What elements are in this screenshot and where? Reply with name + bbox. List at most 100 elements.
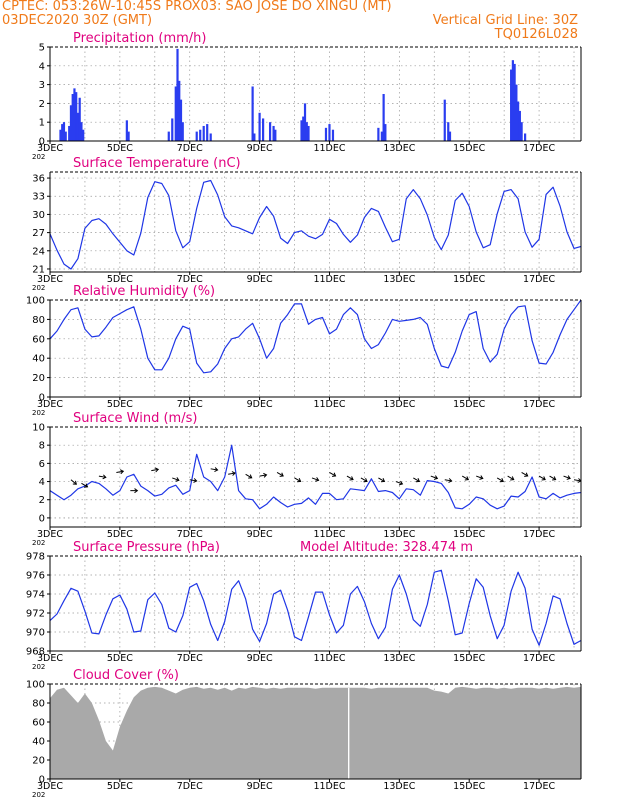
precip-bar-23 (199, 129, 202, 141)
wind-arrow-12 (276, 472, 284, 477)
precip-bar-26 (209, 133, 212, 141)
wind-arrow-head (499, 478, 504, 483)
precip-bar-19 (178, 80, 181, 141)
precip-bar-35 (302, 116, 305, 141)
wind-arrow-5 (151, 467, 160, 473)
precip-bar-45 (384, 124, 387, 141)
cloud-panel (47, 683, 582, 782)
wind-arrow-shaft (276, 472, 284, 477)
cloud-xtick-label: 17DEC (523, 781, 555, 792)
precip-bar-3 (64, 131, 67, 141)
wind-line (50, 444, 581, 510)
wind-arrow-head (433, 475, 439, 480)
wind-xtick-label: 5DEC (107, 529, 133, 540)
wind-arrow-20 (413, 477, 421, 483)
precip-bar-48 (448, 131, 452, 141)
precip-panel (47, 46, 585, 144)
cloud-ytick-label: 60 (32, 718, 45, 729)
rh-xtick-label: 15DEC (453, 399, 485, 410)
temp-year-stub: 202 (32, 284, 45, 292)
precip-bar-53 (517, 101, 520, 141)
precip-ytick-label: 5 (39, 43, 45, 54)
precip-bar-52 (515, 84, 518, 141)
wind-arrow-4 (130, 488, 139, 494)
precip-bar-18 (176, 48, 179, 141)
wind-arrow-head (175, 477, 180, 482)
precip-xtick-label: 9DEC (247, 143, 273, 154)
precip-xtick-label: 7DEC (177, 143, 203, 154)
wind-arrow-shaft (549, 475, 556, 481)
precip-bar-34 (300, 120, 303, 141)
wind-arrow-17 (360, 477, 368, 483)
header-model-code: TQ0126L028 (494, 27, 578, 42)
pres-xtick-label: 3DEC (37, 653, 63, 664)
precip-bar-32 (272, 125, 275, 141)
precip-ytick-label: 2 (39, 99, 45, 110)
wind-arrow-head (380, 478, 386, 483)
wind-arrow-29 (549, 475, 557, 481)
cloud-ytick-label: 0 (39, 775, 45, 786)
wind-arrow-head (566, 475, 571, 480)
wind-arrow-head (415, 478, 421, 483)
pres-year-stub: 202 (32, 663, 45, 671)
precip-bar-36 (303, 103, 307, 141)
wind-arrow-shaft (360, 477, 368, 482)
wind-arrow-head (263, 472, 268, 478)
wind-arrow-head (248, 474, 253, 479)
wind-arrow-head (541, 476, 546, 481)
wind-arrow-head (398, 480, 404, 486)
wind-arrow-head (349, 476, 354, 481)
rh-xtick-label: 9DEC (247, 399, 273, 410)
pres-xtick-label: 5DEC (107, 653, 133, 664)
precip-bar-20 (179, 99, 183, 141)
pres-line (50, 569, 581, 646)
precip-bar-5 (69, 105, 73, 141)
wind-arrow-shaft (430, 475, 438, 479)
cloud-xtick-label: 5DEC (107, 781, 133, 792)
temp-xtick-label: 11DEC (313, 274, 345, 285)
cloud-data (50, 686, 581, 779)
wind-arrow-27 (521, 472, 529, 477)
precip-bar-11 (80, 122, 83, 141)
wind-arrow-head (363, 478, 368, 483)
wind-ytick-label: 6 (39, 459, 45, 470)
precip-bar-6 (71, 94, 74, 141)
precip-bar-31 (268, 122, 272, 141)
pres-ytick-label: 970 (26, 628, 45, 639)
pres-xtick-label: 7DEC (177, 653, 203, 664)
temp-xtick-label: 13DEC (383, 274, 415, 285)
wind-arrow-shaft (395, 481, 403, 485)
wind-arrow-head (464, 476, 470, 481)
precip-xtick-label: 17DEC (523, 143, 555, 154)
wind-arrow-13 (294, 477, 302, 483)
wind-xtick-label: 17DEC (523, 529, 555, 540)
precip-ytick-label: 1 (39, 118, 45, 129)
precip-bar-43 (380, 131, 383, 141)
wind-arrow-shaft (346, 475, 354, 481)
wind-arrow-23 (461, 475, 470, 481)
pres-ytick-label: 968 (26, 647, 45, 658)
wind-arrow-shaft (496, 477, 504, 482)
wind-arrow-shaft (573, 479, 581, 482)
pres-xtick-label: 11DEC (313, 653, 345, 664)
rh-xtick-label: 13DEC (383, 399, 415, 410)
wind-year-stub: 202 (32, 539, 45, 547)
wind-arrow-16 (346, 475, 354, 481)
wind-xtick-label: 9DEC (247, 529, 273, 540)
cloud-xtick-label: 7DEC (177, 781, 203, 792)
pres-xtick-label: 15DEC (453, 653, 485, 664)
precip-bar-58 (583, 135, 585, 141)
rh-title: Relative Humidity (%) (73, 284, 215, 299)
wind-arrow-shaft (81, 482, 88, 488)
wind-arrow-8 (210, 467, 219, 473)
wind-xtick-label: 11DEC (313, 529, 345, 540)
temp-line (50, 179, 581, 270)
wind-arrow-shaft (210, 468, 218, 471)
precip-bar-15 (167, 131, 170, 141)
wind-arrow-head (479, 475, 484, 480)
wind-arrow-head (315, 477, 320, 482)
wind-arrow-10 (245, 473, 253, 479)
wind-arrow-shaft (444, 479, 452, 482)
pres-ytick-label: 976 (26, 571, 45, 582)
